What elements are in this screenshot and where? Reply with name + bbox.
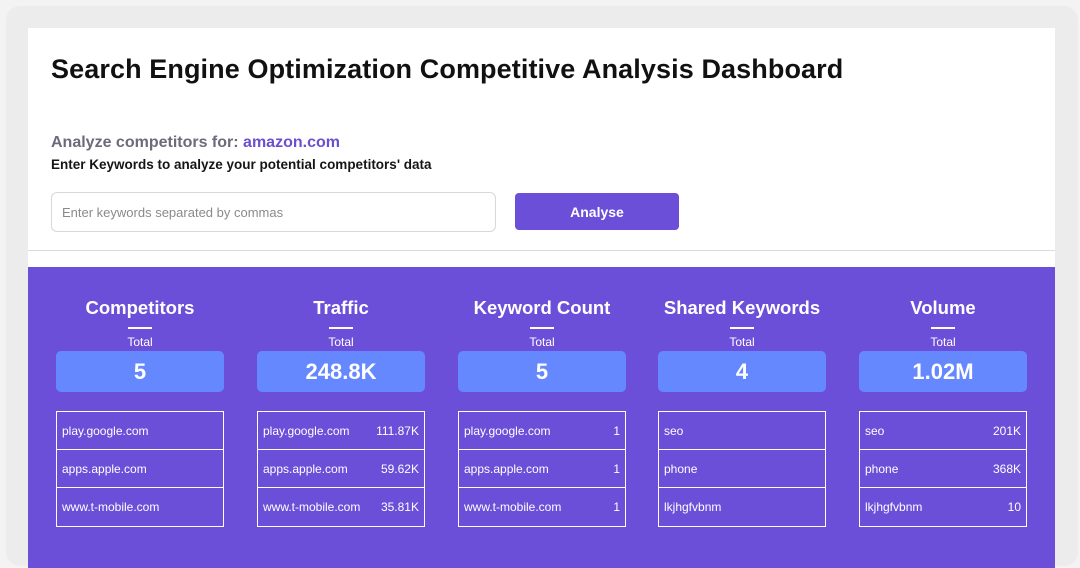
dashboard-card: Search Engine Optimization Competitive A… — [28, 28, 1055, 568]
item-value: 1 — [613, 500, 620, 514]
stat-total-value: 5 — [458, 351, 626, 392]
analyse-button[interactable]: Analyse — [515, 193, 679, 230]
item-name: play.google.com — [464, 423, 551, 438]
analyze-prefix: Analyze competitors for: — [51, 134, 239, 151]
stat-total-label: Total — [127, 335, 153, 349]
stat-list: play.google.com 111.87K apps.apple.com 5… — [257, 411, 425, 527]
item-name: seo — [865, 423, 885, 438]
stats-panel: Competitors Total 5 play.google.com apps… — [28, 267, 1055, 568]
item-name: apps.apple.com — [263, 461, 348, 476]
analyze-target-line: Analyze competitors for: amazon.com — [51, 134, 340, 152]
item-value: 35.81K — [380, 500, 419, 514]
stat-total-value: 5 — [56, 351, 224, 392]
item-value: 10 — [1007, 500, 1021, 514]
list-item: www.t-mobile.com 35.81K — [258, 488, 424, 526]
item-name: play.google.com — [62, 423, 149, 438]
title-underline — [329, 327, 353, 329]
item-value: 1 — [613, 423, 620, 438]
stat-list: seo 201K phone 368K lkjhgfvbnm 10 — [859, 411, 1027, 527]
stat-list: play.google.com apps.apple.com www.t-mob… — [56, 411, 224, 527]
stat-total-label: Total — [529, 335, 555, 349]
stat-total-label: Total — [729, 335, 755, 349]
title-underline — [530, 327, 554, 329]
item-value: 201K — [992, 423, 1021, 438]
list-item: play.google.com 111.87K — [258, 412, 424, 450]
item-name: apps.apple.com — [464, 461, 549, 476]
list-item: www.t-mobile.com 1 — [459, 488, 625, 526]
stat-total-value: 248.8K — [257, 351, 425, 392]
item-value: 368K — [992, 461, 1021, 476]
list-item: apps.apple.com 59.62K — [258, 450, 424, 488]
stat-total-label: Total — [930, 335, 956, 349]
list-item: seo — [659, 412, 825, 450]
stat-title: Volume — [910, 297, 976, 318]
stat-total-value: 1.02M — [859, 351, 1027, 392]
item-name: phone — [865, 461, 899, 476]
list-item: seo 201K — [860, 412, 1026, 450]
item-name: phone — [664, 461, 698, 476]
list-item: phone 368K — [860, 450, 1026, 488]
item-value: 1 — [613, 461, 620, 476]
list-item: phone — [659, 450, 825, 488]
list-item: lkjhgfvbnm — [659, 488, 825, 526]
list-item: www.t-mobile.com — [57, 488, 223, 526]
instructions-text: Enter Keywords to analyze your potential… — [51, 157, 432, 172]
item-name: lkjhgfvbnm — [664, 500, 722, 514]
keywords-input[interactable] — [51, 192, 496, 232]
item-name: www.t-mobile.com — [62, 500, 160, 514]
stat-list: play.google.com 1 apps.apple.com 1 www.t… — [458, 411, 626, 527]
stat-total-value: 4 — [658, 351, 826, 392]
list-item: lkjhgfvbnm 10 — [860, 488, 1026, 526]
divider — [28, 250, 1055, 251]
item-value: 111.87K — [376, 423, 419, 438]
stat-title: Traffic — [313, 297, 369, 318]
title-underline — [128, 327, 152, 329]
stat-list: seo phone lkjhgfvbnm — [658, 411, 826, 527]
list-item: play.google.com — [57, 412, 223, 450]
page-title: Search Engine Optimization Competitive A… — [51, 54, 844, 84]
item-name: www.t-mobile.com — [464, 500, 562, 514]
analyze-domain: amazon.com — [243, 134, 340, 151]
list-item: apps.apple.com — [57, 450, 223, 488]
item-name: apps.apple.com — [62, 461, 147, 476]
stat-title: Shared Keywords — [663, 297, 821, 318]
stat-total-label: Total — [328, 335, 354, 349]
item-name: play.google.com — [263, 423, 350, 438]
list-item: play.google.com 1 — [459, 412, 625, 450]
item-name: www.t-mobile.com — [263, 500, 361, 514]
title-underline — [730, 327, 754, 329]
stat-title: Competitors — [85, 297, 195, 318]
item-name: seo — [664, 423, 684, 438]
item-name: lkjhgfvbnm — [865, 500, 923, 514]
stat-title: Keyword Count — [473, 297, 611, 318]
item-value: 59.62K — [380, 461, 419, 476]
list-item: apps.apple.com 1 — [459, 450, 625, 488]
title-underline — [931, 327, 955, 329]
